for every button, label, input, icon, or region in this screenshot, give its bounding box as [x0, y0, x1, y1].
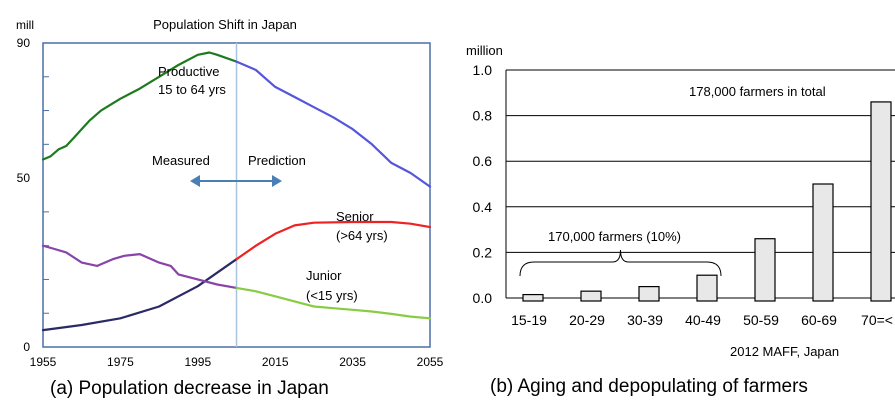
- prediction-label: Prediction: [248, 153, 306, 168]
- junior-measured-line: [41, 244, 238, 289]
- farmers-x-ticks: 15-19 20-29 30-39 40-49 50-59 60-69 70=<: [511, 312, 893, 328]
- farmers-y-tick-label: 0.4: [473, 199, 493, 215]
- population-x-tick-label: 2015: [262, 355, 289, 369]
- productive-label-line1: Productive: [158, 64, 219, 79]
- farmers-x-tick-label: 50-59: [743, 312, 779, 328]
- population-chart: Population Shift in Japan mill 0 50 90 195…: [16, 17, 444, 399]
- farmers-y-tick-label: 0.0: [473, 290, 493, 306]
- bar-20-29: [580, 290, 602, 302]
- population-x-tick-label: 2055: [417, 355, 444, 369]
- farmers-x-tick-label: 40-49: [685, 312, 721, 328]
- farmers-x-tick-label: 60-69: [801, 312, 837, 328]
- bracket-shape: [519, 249, 722, 277]
- junior-prediction-line: [235, 286, 432, 320]
- population-y-tick-label: 0: [23, 340, 30, 354]
- population-series: [41, 51, 432, 332]
- farmers-y-tick-label: 0.8: [473, 108, 493, 124]
- junior-label: Junior (<15 yrs): [306, 268, 358, 303]
- farmers-y-tick-label: 0.6: [473, 153, 493, 169]
- total-annotation: 178,000 farmers in total: [689, 84, 826, 99]
- bar-70=<: [870, 101, 892, 302]
- farmers-x-tick-label: 20-29: [569, 312, 605, 328]
- bar-60-69: [812, 183, 834, 302]
- farmers-chart: million 0.0 0.2 0.4 0.6 0.8 1.0 15-19 20-29 30-…: [466, 43, 895, 397]
- farmers-y-unit: million: [466, 43, 503, 58]
- bar-40-49: [696, 274, 718, 302]
- productive-prediction-line: [235, 60, 432, 188]
- junior-label-line1: Junior: [306, 268, 342, 283]
- bar-15-19: [522, 293, 544, 302]
- population-x-tick-label: 2035: [339, 355, 366, 369]
- population-chart-title: Population Shift in Japan: [153, 17, 297, 32]
- farmers-x-tick-label: 70=<: [861, 312, 893, 328]
- productive-measured-line: [41, 51, 238, 161]
- population-y-ticks: 0 50 90: [17, 36, 49, 354]
- farmers-y-tick-label: 0.2: [473, 244, 493, 260]
- farmers-y-tick-label: 1.0: [473, 62, 493, 78]
- farmers-x-tick-label: 15-19: [511, 312, 547, 328]
- measured-label: Measured: [152, 153, 210, 168]
- population-x-ticks: 1955 1975 1995 2015 2035 2055: [30, 355, 444, 369]
- senior-label-line2: (>64 yrs): [336, 228, 388, 243]
- farmers-bars: [522, 101, 892, 302]
- junior-label-line2: (<15 yrs): [306, 288, 358, 303]
- population-x-tick-label: 1995: [184, 355, 211, 369]
- population-x-tick-label: 1975: [107, 355, 134, 369]
- farmers-caption: (b) Aging and depopulating of farmers: [490, 376, 808, 397]
- senior-label-line1: Senior: [336, 209, 374, 224]
- population-y-unit: mill: [16, 18, 34, 32]
- population-x-tick-label: 1955: [30, 355, 57, 369]
- population-y-tick-label: 50: [17, 171, 31, 185]
- farmers-x-tick-label: 30-39: [627, 312, 663, 328]
- under-50-bracket: [519, 249, 722, 277]
- bar-50-59: [754, 238, 776, 302]
- productive-label: Productive 15 to 64 yrs: [158, 64, 226, 97]
- farmers-y-ticks: 0.0 0.2 0.4 0.6 0.8 1.0: [473, 62, 493, 306]
- productive-label-line2: 15 to 64 yrs: [158, 82, 226, 97]
- measured-prediction-arrow: [190, 175, 282, 187]
- senior-measured-line: [41, 258, 238, 332]
- population-y-tick-label: 90: [17, 36, 31, 50]
- bracket-annotation: 170,000 farmers (10%): [548, 229, 681, 244]
- bar-30-39: [638, 286, 660, 302]
- farmers-gridlines: [506, 69, 895, 299]
- source-note: 2012 MAFF, Japan: [730, 344, 839, 359]
- senior-prediction-line: [235, 220, 432, 261]
- population-caption: (a) Population decrease in Japan: [50, 378, 329, 399]
- senior-label: Senior (>64 yrs): [336, 209, 388, 243]
